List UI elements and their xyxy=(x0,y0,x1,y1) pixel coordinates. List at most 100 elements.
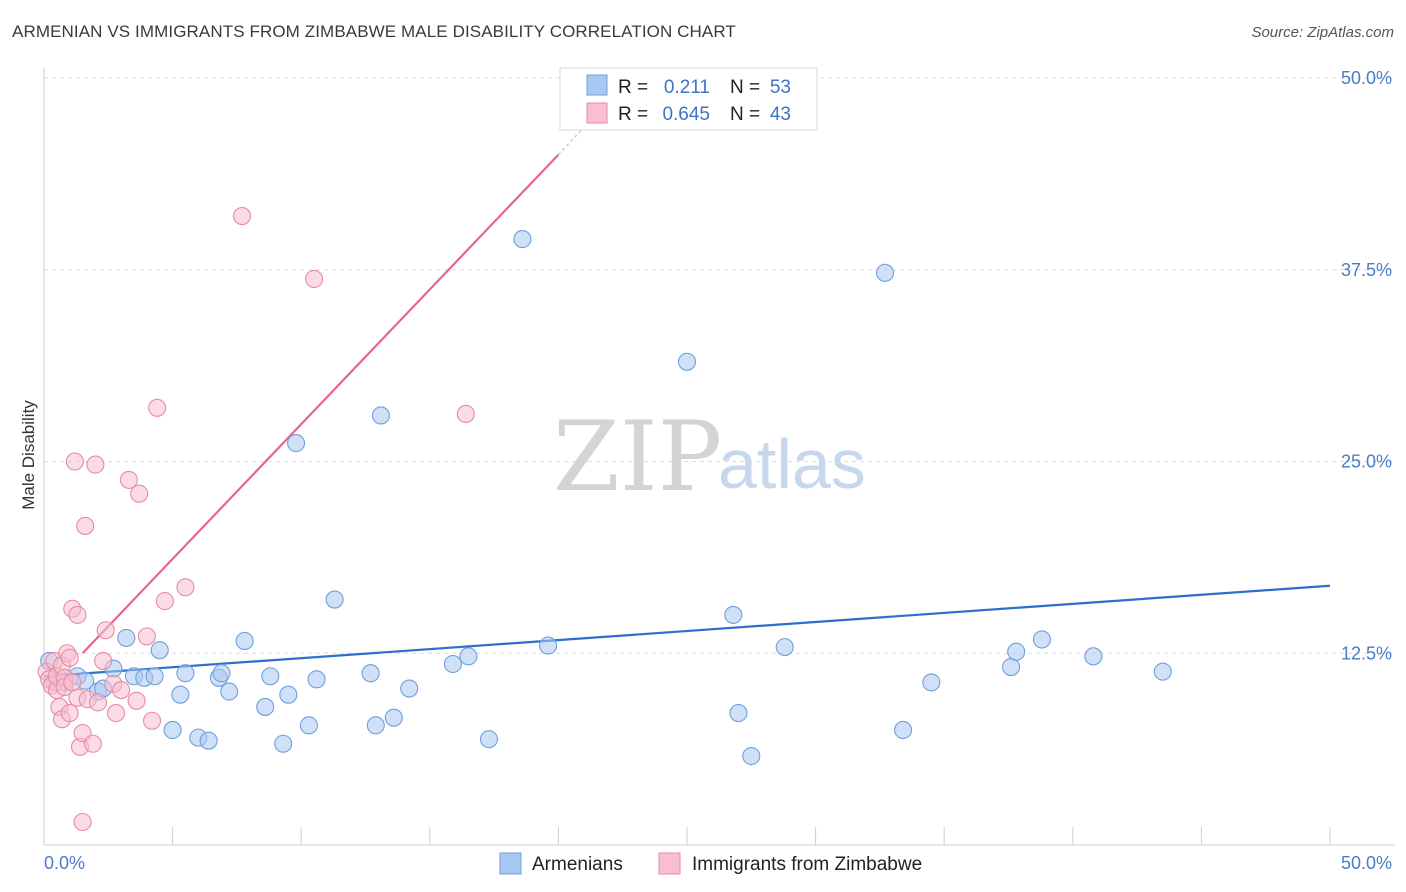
point-armenians-43 xyxy=(742,746,761,766)
x-tick-label-max: 50.0% xyxy=(1341,853,1392,873)
legend-swatch-armenians xyxy=(586,74,608,96)
point-armenians-22 xyxy=(256,697,275,716)
bottom-legend-label-zimbabwe: Immigrants from Zimbabwe xyxy=(692,854,922,875)
point-armenians-32 xyxy=(371,406,390,425)
point-zimbabwe-30 xyxy=(106,704,126,723)
y-axis-label: Male Disability xyxy=(19,400,38,510)
point-armenians-38 xyxy=(513,230,532,249)
point-armenians-8 xyxy=(117,628,136,647)
legend-n-label-0: N = xyxy=(730,77,760,98)
point-armenians-46 xyxy=(893,720,913,740)
gridlines xyxy=(44,77,1395,654)
point-zimbabwe-31 xyxy=(112,681,131,700)
legend-n-value-0: 53 xyxy=(770,77,791,98)
point-armenians-19 xyxy=(212,664,231,683)
point-armenians-39 xyxy=(539,636,558,655)
point-zimbabwe-40 xyxy=(232,207,252,226)
point-armenians-17 xyxy=(199,731,218,750)
legend-r-label-1: R = xyxy=(618,104,648,125)
watermark-atlas: atlas xyxy=(718,425,866,503)
point-armenians-40 xyxy=(677,352,697,371)
point-zimbabwe-28 xyxy=(96,621,115,640)
trendlines xyxy=(43,126,1331,678)
point-armenians-52 xyxy=(1153,662,1172,681)
point-zimbabwe-35 xyxy=(137,627,156,646)
point-armenians-36 xyxy=(459,647,478,666)
point-zimbabwe-16 xyxy=(65,452,84,471)
point-armenians-28 xyxy=(307,670,326,689)
point-zimbabwe-32 xyxy=(119,470,138,489)
point-zimbabwe-39 xyxy=(176,578,195,597)
legend: R = 0.211 N = 53 R = 0.645 N = 43 xyxy=(559,67,818,131)
legend-n-value-1: 43 xyxy=(770,104,791,125)
point-armenians-45 xyxy=(875,263,895,282)
point-armenians-12 xyxy=(150,641,169,660)
trendline-1 xyxy=(81,153,560,655)
trendline-extension-1 xyxy=(557,126,585,156)
bottom-legend-swatch-zimbabwe xyxy=(658,852,681,875)
legend-r-value-1: 0.645 xyxy=(662,104,710,125)
watermark-zip: ZIP xyxy=(553,401,722,513)
point-zimbabwe-34 xyxy=(127,691,146,710)
axes xyxy=(43,68,1395,846)
source-credit: Source: ZipAtlas.com xyxy=(1251,24,1394,41)
data-points xyxy=(37,207,1172,832)
y-tick-labels: 12.5% 25.0% 37.5% 50.0% xyxy=(1341,68,1392,663)
point-zimbabwe-33 xyxy=(130,484,149,503)
point-zimbabwe-38 xyxy=(155,592,174,611)
point-armenians-51 xyxy=(1084,647,1103,666)
point-armenians-33 xyxy=(384,708,403,727)
point-armenians-25 xyxy=(279,685,298,704)
point-armenians-49 xyxy=(1007,642,1026,661)
point-zimbabwe-26 xyxy=(88,693,108,712)
y-tick-label-0: 12.5% xyxy=(1341,643,1392,663)
y-tick-label-2: 37.5% xyxy=(1341,260,1392,280)
point-armenians-50 xyxy=(1032,630,1051,649)
point-armenians-31 xyxy=(366,716,385,735)
point-armenians-37 xyxy=(479,730,499,749)
point-armenians-21 xyxy=(235,631,254,651)
point-zimbabwe-27 xyxy=(94,651,113,670)
bottom-legend-swatch-armenians xyxy=(499,852,522,875)
point-armenians-20 xyxy=(220,682,239,701)
point-armenians-35 xyxy=(443,654,462,674)
chart-title: ARMENIAN VS IMMIGRANTS FROM ZIMBABWE MAL… xyxy=(12,22,736,41)
point-armenians-15 xyxy=(176,664,195,683)
legend-r-label-0: R = xyxy=(618,77,648,98)
trendline-0 xyxy=(43,584,1331,678)
legend-n-label-1: N = xyxy=(730,104,760,125)
point-zimbabwe-42 xyxy=(456,404,475,423)
point-zimbabwe-12 xyxy=(60,648,79,667)
point-armenians-41 xyxy=(724,605,743,624)
point-armenians-26 xyxy=(287,434,306,453)
point-zimbabwe-14 xyxy=(63,673,82,692)
point-armenians-13 xyxy=(163,720,182,740)
x-tick-label-min: 0.0% xyxy=(44,853,85,873)
point-armenians-14 xyxy=(171,685,190,704)
point-zimbabwe-13 xyxy=(60,704,79,723)
point-armenians-11 xyxy=(145,667,164,686)
point-zimbabwe-37 xyxy=(148,398,167,417)
bottom-legend-label-armenians: Armenians xyxy=(532,854,623,875)
legend-swatch-zimbabwe xyxy=(586,102,608,124)
legend-r-value-0: 0.211 xyxy=(664,77,710,98)
point-zimbabwe-21 xyxy=(76,516,95,535)
point-armenians-34 xyxy=(400,679,419,698)
point-armenians-27 xyxy=(299,716,318,735)
point-zimbabwe-23 xyxy=(83,734,102,753)
point-zimbabwe-36 xyxy=(142,711,162,730)
point-armenians-30 xyxy=(361,664,380,683)
bottom-legend: Armenians Immigrants from Zimbabwe xyxy=(499,852,922,875)
watermark: ZIP atlas xyxy=(553,401,866,513)
point-armenians-42 xyxy=(729,704,748,723)
point-armenians-29 xyxy=(325,590,344,609)
point-armenians-48 xyxy=(1002,658,1021,677)
point-zimbabwe-41 xyxy=(305,269,324,289)
y-tick-label-1: 25.0% xyxy=(1341,452,1392,472)
point-zimbabwe-24 xyxy=(73,812,92,832)
point-armenians-47 xyxy=(922,673,941,692)
point-armenians-23 xyxy=(261,667,280,686)
point-armenians-24 xyxy=(274,734,293,753)
point-armenians-44 xyxy=(775,638,794,657)
